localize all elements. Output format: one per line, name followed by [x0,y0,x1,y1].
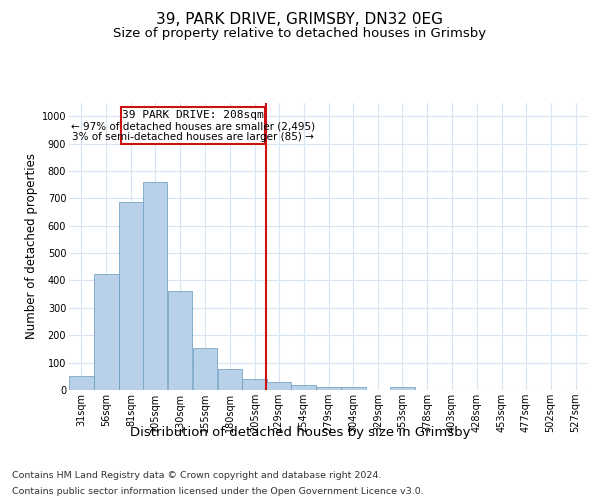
Bar [341,388,366,390]
Bar [168,292,193,390]
Bar [242,379,267,390]
Y-axis label: Number of detached properties: Number of detached properties [25,153,38,340]
Bar [94,274,119,390]
Text: Distribution of detached houses by size in Grimsby: Distribution of detached houses by size … [130,426,470,439]
Text: ← 97% of detached houses are smaller (2,495): ← 97% of detached houses are smaller (2,… [71,121,315,131]
Text: 39 PARK DRIVE: 208sqm: 39 PARK DRIVE: 208sqm [122,110,264,120]
FancyBboxPatch shape [121,107,265,144]
Bar [69,376,94,390]
Bar [316,388,341,390]
Text: 3% of semi-detached houses are larger (85) →: 3% of semi-detached houses are larger (8… [72,132,314,141]
Text: Size of property relative to detached houses in Grimsby: Size of property relative to detached ho… [113,28,487,40]
Bar [291,385,316,390]
Bar [193,348,217,390]
Text: Contains HM Land Registry data © Crown copyright and database right 2024.: Contains HM Land Registry data © Crown c… [12,472,382,480]
Bar [218,370,242,390]
Bar [143,182,167,390]
Bar [266,382,291,390]
Bar [119,202,143,390]
Text: Contains public sector information licensed under the Open Government Licence v3: Contains public sector information licen… [12,486,424,496]
Text: 39, PARK DRIVE, GRIMSBY, DN32 0EG: 39, PARK DRIVE, GRIMSBY, DN32 0EG [157,12,443,28]
Bar [390,388,415,390]
